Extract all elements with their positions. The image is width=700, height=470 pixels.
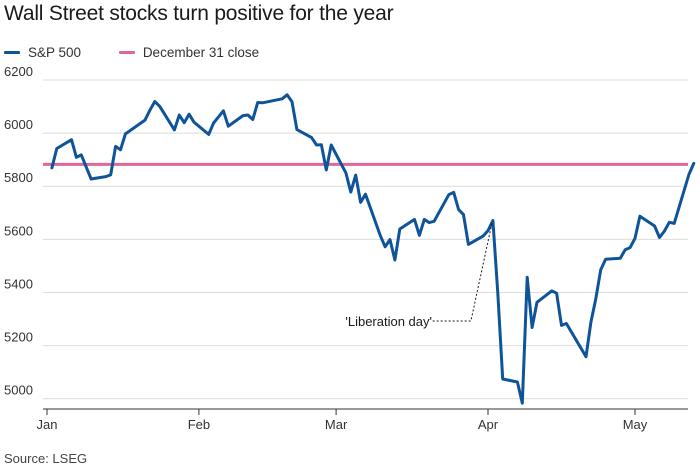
x-tick-label-may: May (623, 417, 648, 432)
legend-item-sp500: S&P 500 (4, 45, 81, 60)
y-tick-label-5000: 5000 (4, 383, 33, 398)
y-tick-label-6200: 6200 (4, 64, 33, 79)
x-tick-label-feb: Feb (188, 417, 210, 432)
legend-label-dec31: December 31 close (142, 45, 260, 60)
chart-title: Wall Street stocks turn positive for the… (4, 2, 394, 25)
y-tick-label-5800: 5800 (4, 170, 33, 185)
legend-label-sp500: S&P 500 (28, 45, 82, 60)
legend-swatch-dec31 (118, 51, 135, 54)
y-tick-label-5200: 5200 (4, 330, 33, 345)
y-tick-label-6000: 6000 (4, 117, 33, 132)
y-tick-label-5400: 5400 (4, 276, 33, 291)
x-tick-label-mar: Mar (325, 417, 348, 432)
x-tick-label-apr: Apr (478, 417, 499, 432)
legend: S&P 500 December 31 close (4, 42, 293, 60)
legend-swatch-sp500 (4, 51, 20, 54)
source-note: Source: LSEG (4, 451, 88, 466)
legend-item-dec31: December 31 close (118, 45, 260, 60)
series-line-sp500 (50, 93, 696, 405)
x-tick-label-jan: Jan (37, 417, 58, 432)
y-tick-label-5600: 5600 (4, 223, 33, 238)
annotation-liberation-day: 'Liberation day' (345, 314, 432, 329)
annotation-leader-line (432, 223, 493, 322)
